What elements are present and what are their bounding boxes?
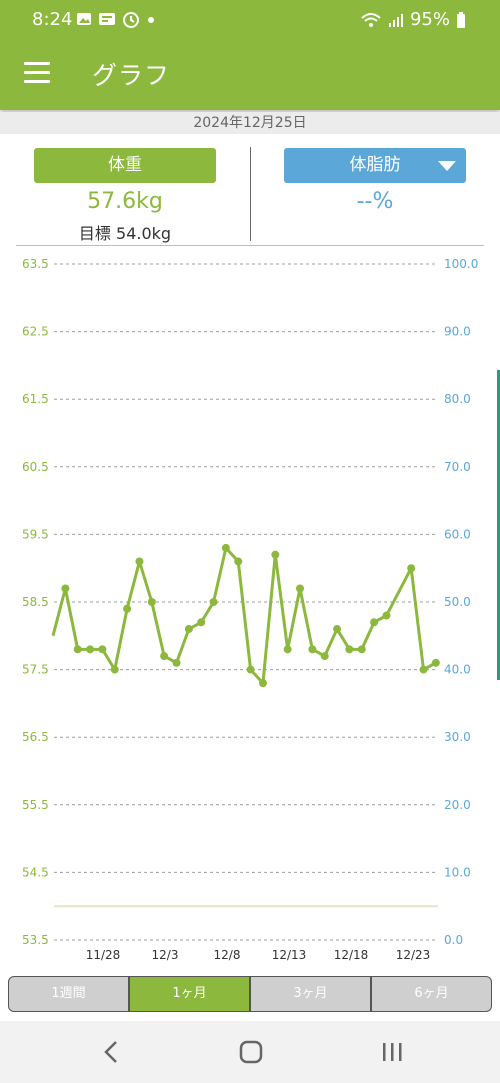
signal-icon	[388, 13, 403, 27]
weight-data-point	[234, 557, 243, 566]
x-axis-tick-label: 11/28	[86, 948, 121, 962]
weight-data-point	[357, 645, 366, 654]
period-selector: 1週間 1ヶ月 3ヶ月 6ヶ月	[8, 976, 492, 1012]
weight-data-point	[296, 584, 304, 593]
weight-data-point	[98, 645, 107, 654]
right-axis-tick-label: 80.0	[444, 392, 471, 406]
weight-data-point	[283, 645, 292, 654]
dropdown-arrow-icon	[438, 161, 456, 171]
status-bar: 8:24 95%	[0, 0, 500, 38]
weight-data-point	[209, 598, 218, 606]
tab-1-week[interactable]: 1週間	[8, 976, 129, 1012]
x-axis-tick-label: 12/8	[214, 948, 241, 962]
weight-data-point	[172, 658, 181, 667]
tab-3-months[interactable]: 3ヶ月	[250, 976, 371, 1012]
summary-divider	[250, 147, 251, 241]
weight-data-point	[135, 557, 144, 566]
weight-data-point	[123, 604, 132, 613]
right-axis-tick-label: 50.0	[444, 595, 471, 609]
left-axis-tick-label: 58.5	[22, 595, 49, 609]
left-axis-tick-label: 59.5	[22, 527, 49, 541]
body-fat-dropdown[interactable]: 体脂肪	[284, 148, 466, 183]
weight-chart[interactable]: 63.5 100.0 62.5 90.0 61.5 80.0 60.5 70.0 59.5 60.…	[0, 246, 500, 970]
back-icon[interactable]	[92, 1037, 132, 1067]
summary-panel: 体重 57.6kg 目標 54.0kg 体脂肪 --%	[0, 135, 500, 245]
status-time: 8:24	[32, 9, 73, 30]
body-fat-value: --%	[356, 189, 394, 214]
left-axis-tick-label: 60.5	[22, 460, 49, 474]
x-axis-tick-label: 12/23	[396, 948, 431, 962]
weight-series-line	[51, 546, 437, 685]
weight-data-point	[308, 645, 317, 654]
status-system-icons: 95%	[360, 9, 466, 30]
weight-data-point	[184, 625, 193, 634]
status-notification-icons	[76, 10, 156, 28]
x-axis-tick-label: 12/13	[272, 948, 307, 962]
weight-data-point	[197, 618, 206, 627]
left-axis-tick-label: 55.5	[22, 798, 49, 812]
hamburger-menu-icon[interactable]	[24, 62, 50, 84]
weight-button[interactable]: 体重	[34, 148, 216, 183]
scroll-indicator	[497, 370, 500, 680]
weight-data-point	[160, 652, 169, 661]
weight-data-point	[110, 665, 119, 674]
summary-separator	[16, 245, 484, 246]
left-axis-tick-label: 54.5	[22, 865, 49, 879]
right-axis-tick-label: 20.0	[444, 798, 471, 812]
weight-data-point	[73, 645, 82, 654]
right-axis-tick-label: 0.0	[444, 933, 463, 947]
tab-6-months[interactable]: 6ヶ月	[371, 976, 492, 1012]
weight-data-point	[258, 679, 267, 688]
weight-data-point	[271, 550, 280, 559]
x-axis-tick-label: 12/18	[334, 948, 369, 962]
page-title: グラフ	[92, 61, 171, 90]
weight-data-point	[382, 611, 391, 620]
left-axis-tick-label: 53.5	[22, 933, 49, 947]
battery-text: 95%	[409, 9, 450, 30]
right-axis-tick-label: 40.0	[444, 663, 471, 677]
weight-data-point	[407, 564, 416, 573]
right-axis-tick-label: 60.0	[444, 527, 471, 541]
weight-data-point	[431, 658, 440, 667]
right-axis-tick-label: 30.0	[444, 730, 471, 744]
weight-data-point	[246, 665, 255, 674]
weight-data-point	[61, 584, 70, 593]
recents-icon[interactable]	[372, 1037, 412, 1067]
weight-data-point	[86, 645, 95, 654]
right-axis-tick-label: 10.0	[444, 865, 471, 879]
system-nav-bar	[0, 1021, 500, 1083]
left-axis-tick-label: 63.5	[22, 257, 49, 271]
weight-data-point	[221, 543, 230, 552]
home-icon[interactable]	[231, 1037, 271, 1067]
left-axis-tick-label: 61.5	[22, 392, 49, 406]
battery-icon	[457, 11, 465, 28]
weight-data-point	[333, 625, 342, 634]
weight-data-point	[419, 665, 428, 674]
weight-data-point	[345, 645, 354, 654]
current-date: 2024年12月25日	[0, 112, 500, 134]
goal-weight: 目標 54.0kg	[78, 224, 172, 243]
weight-value: 57.6kg	[87, 189, 163, 214]
weight-data-point	[147, 598, 156, 606]
app-bar: グラフ	[0, 38, 500, 110]
right-axis-tick-label: 70.0	[444, 460, 471, 474]
left-axis-tick-label: 56.5	[22, 730, 49, 744]
weight-data-point	[320, 652, 329, 661]
alarm-icon	[123, 12, 139, 28]
weight-data-point	[370, 618, 379, 627]
left-axis-tick-label: 62.5	[22, 325, 49, 339]
image-icon	[77, 13, 91, 25]
right-axis-tick-label: 100.0	[444, 257, 478, 271]
dot-icon	[148, 17, 154, 23]
wifi-icon	[361, 12, 381, 27]
newspaper-icon	[99, 13, 115, 25]
body-fat-label: 体脂肪	[349, 155, 401, 175]
left-axis-tick-label: 57.5	[22, 663, 49, 677]
right-axis-tick-label: 90.0	[444, 325, 471, 339]
tab-1-month[interactable]: 1ヶ月	[129, 976, 250, 1012]
x-axis-tick-label: 12/3	[152, 948, 179, 962]
